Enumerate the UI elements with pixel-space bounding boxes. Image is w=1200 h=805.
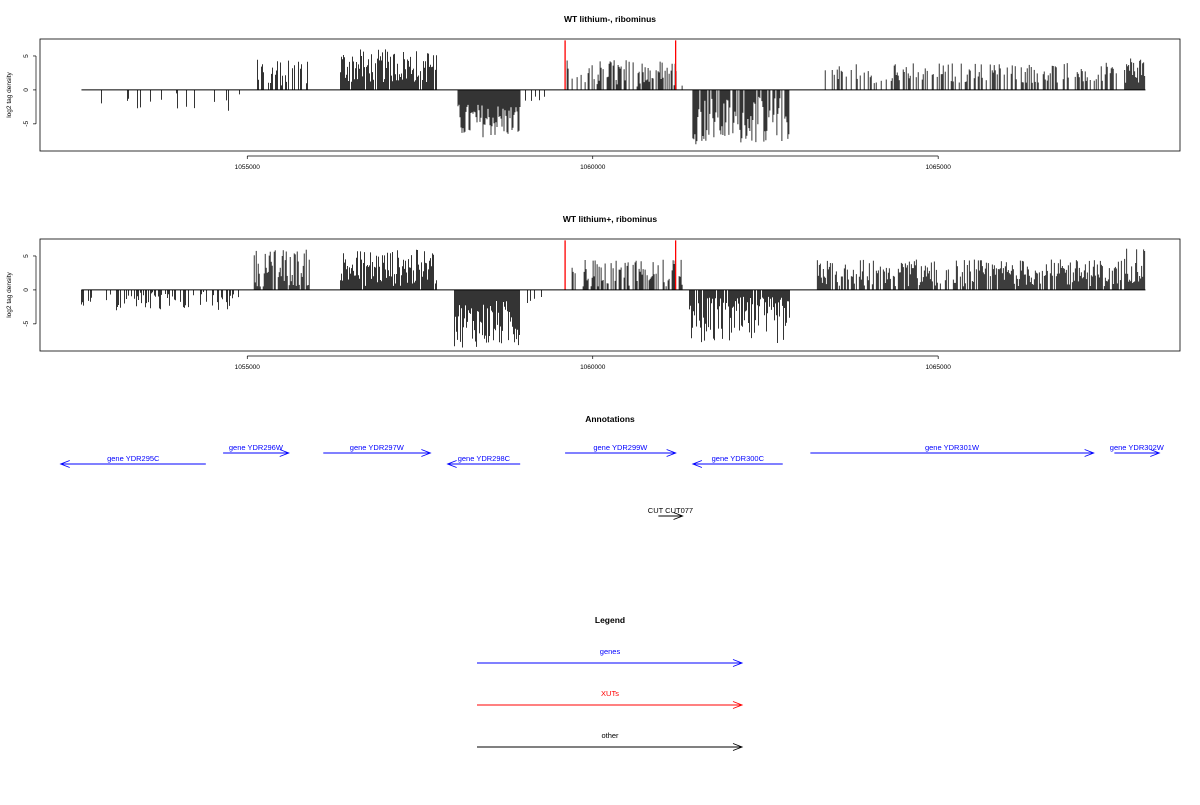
x-tick-label: 1060000 xyxy=(580,164,606,171)
feature-label: gene YDR295C xyxy=(107,454,160,463)
x-axis: 1055000 1060000 1065000 xyxy=(235,155,952,171)
y-axis: 5 0 -5 xyxy=(23,254,37,327)
y-tick-label: 5 xyxy=(23,54,30,58)
legend-label: XUTs xyxy=(601,689,619,698)
annotation-feature: gene YDR301W xyxy=(810,443,1095,457)
legend-arrowhead xyxy=(732,659,744,667)
y-axis-label: log2 tag density xyxy=(6,71,13,117)
feature-arrowhead xyxy=(666,449,677,457)
x-axis: 1055000 1060000 1065000 xyxy=(235,355,952,371)
feature-arrowhead xyxy=(673,512,684,520)
legend-item-genes: genes xyxy=(477,647,744,667)
y-axis-label: log2 tag density xyxy=(6,271,13,317)
xut-markers xyxy=(564,40,677,90)
feature-label: gene YDR297W xyxy=(350,443,405,452)
feature-label: gene YDR302W xyxy=(1110,443,1165,452)
feature-arrowhead xyxy=(59,460,70,468)
legend-items: genes XUTs other xyxy=(477,647,744,751)
plot-frame xyxy=(39,38,1181,152)
legend-arrowhead xyxy=(732,743,744,751)
y-tick-label: -5 xyxy=(23,121,30,127)
density-panel-lithium-plus: WT lithium+, ribominus 5 0 -5 1055000 10600… xyxy=(6,214,1181,371)
panel-title: WT lithium-, ribominus xyxy=(564,14,656,24)
annotation-feature: gene YDR295C xyxy=(59,454,206,468)
annotation-feature: gene YDR298C xyxy=(446,454,521,468)
feature-label: gene YDR301W xyxy=(925,443,980,452)
x-tick-label: 1060000 xyxy=(580,364,606,371)
legend-title: Legend xyxy=(595,615,625,625)
xut-markers xyxy=(564,240,677,290)
annotation-feature: CUT CUT077 xyxy=(648,506,693,520)
feature-arrowhead xyxy=(421,449,432,457)
annotation-features: gene YDR295C gene YDR296W gene YDR297W gene… xyxy=(59,443,1165,520)
annotation-feature: gene YDR296W xyxy=(223,443,290,457)
legend-item-other: other xyxy=(477,731,744,751)
density-bars xyxy=(101,49,1146,145)
y-tick-label: 0 xyxy=(23,88,30,92)
x-tick-label: 1065000 xyxy=(926,364,952,371)
y-tick-label: 0 xyxy=(23,288,30,292)
y-tick-label: 5 xyxy=(23,254,30,258)
annotation-feature: gene YDR297W xyxy=(323,443,432,457)
annotation-feature: gene YDR302W xyxy=(1110,443,1165,457)
feature-label: gene YDR296W xyxy=(229,443,284,452)
legend-label: genes xyxy=(600,647,621,656)
feature-arrowhead xyxy=(446,460,457,468)
legend-item-xuts: XUTs xyxy=(477,689,744,709)
feature-arrowhead xyxy=(1084,449,1095,457)
x-tick-label: 1055000 xyxy=(235,164,261,171)
annotation-feature: gene YDR299W xyxy=(565,443,677,457)
density-panel-lithium-minus: WT lithium-, ribominus 5 0 -5 1055000 10600… xyxy=(6,14,1181,171)
legend-label: other xyxy=(601,731,619,740)
legend: Legend genes XUTs other xyxy=(477,615,744,751)
density-bars xyxy=(81,248,1146,348)
feature-arrowhead xyxy=(1150,449,1161,457)
x-tick-label: 1065000 xyxy=(926,164,952,171)
feature-arrowhead xyxy=(691,460,703,468)
x-tick-label: 1055000 xyxy=(235,364,261,371)
plot-frame xyxy=(39,238,1181,352)
y-tick-label: -5 xyxy=(23,321,30,327)
y-axis: 5 0 -5 xyxy=(23,54,37,127)
feature-arrowhead xyxy=(279,449,290,457)
feature-label: CUT CUT077 xyxy=(648,506,693,515)
feature-label: gene YDR300C xyxy=(712,454,765,463)
feature-label: gene YDR298C xyxy=(458,454,511,463)
legend-arrowhead xyxy=(732,701,744,709)
annotations-title: Annotations xyxy=(585,414,635,424)
feature-label: gene YDR299W xyxy=(593,443,648,452)
panel-title: WT lithium+, ribominus xyxy=(563,214,657,224)
annotation-feature: gene YDR300C xyxy=(691,454,783,468)
